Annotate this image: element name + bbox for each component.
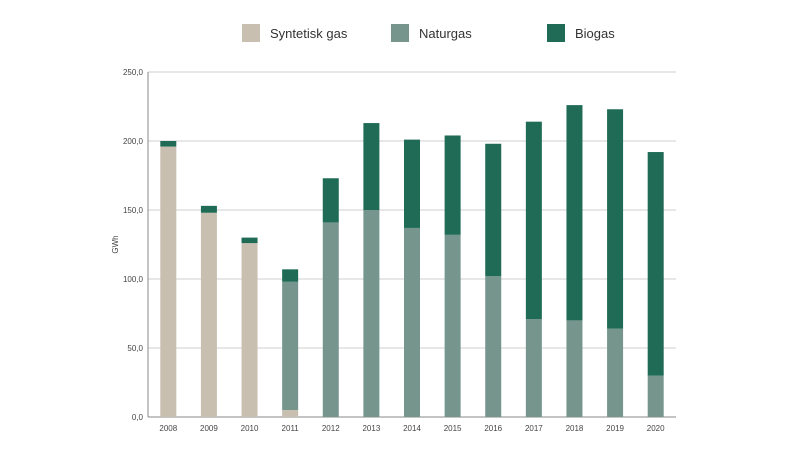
bar-biogas-2011 <box>282 269 299 282</box>
y-tick-label: 200,0 <box>123 137 144 146</box>
x-tick-label: 2013 <box>362 424 380 433</box>
bar-biogas-2014 <box>404 139 420 228</box>
bar-biogas-2020 <box>647 152 664 376</box>
y-tick-label: 100,0 <box>123 275 144 284</box>
bar-biogas-2016 <box>485 143 502 277</box>
bar-naturgas-2011 <box>282 281 299 411</box>
bar-biogas-2018 <box>566 105 583 321</box>
x-tick-label: 2010 <box>241 424 259 433</box>
bar-biogas-2008 <box>160 141 177 147</box>
y-tick-label: 0,0 <box>132 413 144 422</box>
bar-biogas-2015 <box>444 135 461 235</box>
bar-biogas-2019 <box>607 109 624 329</box>
x-tick-label: 2009 <box>200 424 218 433</box>
y-tick-label: 50,0 <box>127 344 143 353</box>
bar-syntetisk-gas-2010 <box>241 243 258 417</box>
y-tick-label: 150,0 <box>123 206 144 215</box>
bar-naturgas-2017 <box>525 319 542 417</box>
x-tick-label: 2020 <box>647 424 665 433</box>
bar-syntetisk-gas-2008 <box>160 146 177 417</box>
legend-swatch-biogas <box>547 24 565 42</box>
bar-biogas-2009 <box>200 205 217 213</box>
bar-naturgas-2016 <box>485 276 502 417</box>
bar-syntetisk-gas-2011 <box>282 410 299 417</box>
bar-syntetisk-gas-2009 <box>200 212 217 417</box>
x-tick-label: 2015 <box>444 424 462 433</box>
bar-naturgas-2020 <box>647 375 664 417</box>
bar-biogas-2013 <box>363 123 380 210</box>
legend-item-naturgas: Naturgas <box>391 24 472 42</box>
bar-naturgas-2018 <box>566 320 583 417</box>
x-tick-label: 2012 <box>322 424 340 433</box>
legend-label-biogas: Biogas <box>575 25 615 41</box>
axis-layer: 0,0 50,0 100,0 150,0 200,0 250,0 2008 2009 2010 2… <box>123 68 665 433</box>
legend-swatch-syntetisk-gas <box>242 24 260 42</box>
y-axis-label: GWh <box>111 235 120 253</box>
x-tick-label: 2016 <box>484 424 502 433</box>
legend: Syntetisk gas Naturgas Biogas <box>0 24 800 48</box>
bar-naturgas-2019 <box>607 328 624 417</box>
bar-naturgas-2014 <box>404 227 420 417</box>
y-tick-label: 250,0 <box>123 68 144 77</box>
legend-label-naturgas: Naturgas <box>419 25 472 41</box>
bars-layer <box>160 105 664 417</box>
x-tick-label: 2018 <box>566 424 584 433</box>
legend-label-syntetisk-gas: Syntetisk gas <box>270 25 348 41</box>
bar-biogas-2010 <box>241 237 258 244</box>
legend-swatch-naturgas <box>391 24 409 42</box>
x-tick-label: 2014 <box>403 424 421 433</box>
bar-naturgas-2015 <box>444 234 461 417</box>
x-tick-label: 2011 <box>282 424 300 433</box>
bar-biogas-2017 <box>525 121 542 320</box>
x-tick-label: 2008 <box>159 424 177 433</box>
bar-naturgas-2013 <box>363 210 380 417</box>
bar-naturgas-2012 <box>322 222 339 417</box>
x-tick-label: 2017 <box>525 424 543 433</box>
bar-biogas-2012 <box>322 178 339 223</box>
legend-item-syntetisk-gas: Syntetisk gas <box>242 24 347 42</box>
x-tick-label: 2019 <box>606 424 624 433</box>
legend-item-biogas: Biogas <box>547 24 615 42</box>
